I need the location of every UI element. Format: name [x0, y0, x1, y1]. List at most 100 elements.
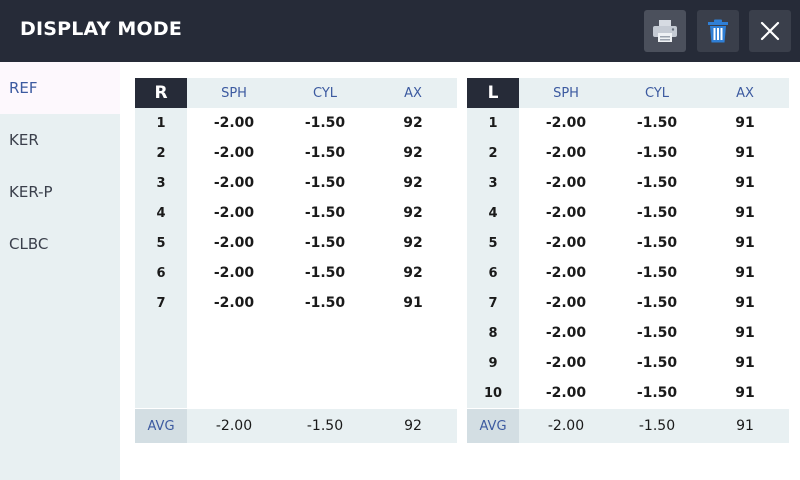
- header-bar: DISPLAY MODE: [0, 0, 800, 62]
- cell-sph: -2.00: [213, 265, 255, 281]
- cell-cyl: -1.50: [636, 235, 678, 251]
- cell-sph: -2.00: [545, 355, 587, 371]
- index-column: [467, 108, 519, 408]
- column-header-ax: AX: [404, 85, 422, 101]
- cell-sph: -2.00: [545, 235, 587, 251]
- cell-cyl: -1.50: [304, 115, 346, 131]
- cell-sph: -2.00: [545, 265, 587, 281]
- sidebar-item-label: REF: [9, 79, 38, 97]
- close-icon: [760, 21, 780, 41]
- row-index: 3: [156, 175, 166, 191]
- row-index: 4: [156, 205, 166, 221]
- column-header-cyl: CYL: [312, 85, 338, 101]
- average-label: AVG: [467, 409, 519, 443]
- row-index: 9: [488, 355, 498, 371]
- cell-ax: 92: [403, 235, 423, 251]
- cell-sph: -2.00: [545, 325, 587, 341]
- average-label: AVG: [135, 409, 187, 443]
- cell-sph: -2.00: [213, 295, 255, 311]
- index-column: [135, 108, 187, 408]
- cell-sph: -2.00: [545, 145, 587, 161]
- printer-icon: [653, 20, 677, 42]
- cell-cyl: -1.50: [304, 205, 346, 221]
- row-index: 2: [156, 145, 166, 161]
- cell-ax: 91: [735, 175, 755, 191]
- row-index: 8: [488, 325, 498, 341]
- sidebar-item-clbc[interactable]: CLBC: [0, 218, 120, 270]
- trash-icon: [708, 19, 728, 43]
- average-row: [135, 409, 457, 443]
- cell-cyl: -1.50: [304, 145, 346, 161]
- cell-cyl: -1.50: [636, 325, 678, 341]
- sidebar-item-label: KER-P: [9, 183, 53, 201]
- average-cyl: -1.50: [306, 418, 344, 434]
- cell-ax: 92: [403, 205, 423, 221]
- average-ax: 92: [404, 418, 422, 434]
- row-index: 6: [156, 265, 166, 281]
- cell-sph: -2.00: [545, 115, 587, 131]
- cell-sph: -2.00: [213, 205, 255, 221]
- sidebar-item-ker-p[interactable]: KER-P: [0, 166, 120, 218]
- column-header-sph: SPH: [553, 85, 579, 101]
- cell-cyl: -1.50: [636, 205, 678, 221]
- row-index: 4: [488, 205, 498, 221]
- average-sph: -2.00: [547, 418, 585, 434]
- sidebar-item-label: KER: [9, 131, 39, 149]
- close-button[interactable]: [749, 10, 791, 52]
- sidebar-item-ref[interactable]: REF: [0, 62, 120, 114]
- cell-ax: 92: [403, 265, 423, 281]
- delete-button[interactable]: [697, 10, 739, 52]
- cell-sph: -2.00: [545, 295, 587, 311]
- cell-sph: -2.00: [545, 175, 587, 191]
- column-header-ax: AX: [736, 85, 754, 101]
- eye-label: R: [135, 78, 187, 108]
- cell-ax: 91: [735, 115, 755, 131]
- row-index: 5: [156, 235, 166, 251]
- cell-ax: 91: [735, 265, 755, 281]
- sidebar-item-label: CLBC: [9, 235, 49, 253]
- row-index: 7: [488, 295, 498, 311]
- row-index: 3: [488, 175, 498, 191]
- cell-ax: 91: [735, 145, 755, 161]
- column-header-strip: [519, 78, 789, 108]
- cell-cyl: -1.50: [636, 175, 678, 191]
- cell-ax: 91: [735, 235, 755, 251]
- left-eye-table: L SPH CYL AX 1 -2.00 -1.50 91 2 -2.00 -1.50 91 3 -2.0…: [467, 78, 789, 443]
- row-index: 2: [488, 145, 498, 161]
- cell-sph: -2.00: [213, 175, 255, 191]
- row-index: 5: [488, 235, 498, 251]
- cell-sph: -2.00: [213, 145, 255, 161]
- cell-sph: -2.00: [213, 115, 255, 131]
- cell-ax: 91: [735, 325, 755, 341]
- row-index: 7: [156, 295, 166, 311]
- row-index: 6: [488, 265, 498, 281]
- average-sph: -2.00: [215, 418, 253, 434]
- row-index: 1: [156, 115, 166, 131]
- cell-ax: 91: [403, 295, 423, 311]
- cell-ax: 91: [735, 355, 755, 371]
- average-row: [467, 409, 789, 443]
- cell-ax: 92: [403, 145, 423, 161]
- average-ax: 91: [736, 418, 754, 434]
- row-index: 1: [488, 115, 498, 131]
- cell-cyl: -1.50: [304, 265, 346, 281]
- cell-sph: -2.00: [545, 385, 587, 401]
- cell-cyl: -1.50: [304, 175, 346, 191]
- row-index: 10: [483, 385, 503, 401]
- cell-ax: 91: [735, 205, 755, 221]
- cell-cyl: -1.50: [636, 145, 678, 161]
- sidebar-item-ker[interactable]: KER: [0, 114, 120, 166]
- print-button[interactable]: [644, 10, 686, 52]
- cell-cyl: -1.50: [636, 115, 678, 131]
- cell-ax: 92: [403, 115, 423, 131]
- cell-sph: -2.00: [545, 205, 587, 221]
- column-header-sph: SPH: [221, 85, 247, 101]
- column-header-cyl: CYL: [644, 85, 670, 101]
- eye-label: L: [467, 78, 519, 108]
- column-header-strip: [187, 78, 457, 108]
- cell-ax: 91: [735, 385, 755, 401]
- cell-ax: 92: [403, 175, 423, 191]
- cell-cyl: -1.50: [636, 385, 678, 401]
- page-title: DISPLAY MODE: [20, 18, 183, 40]
- cell-cyl: -1.50: [636, 265, 678, 281]
